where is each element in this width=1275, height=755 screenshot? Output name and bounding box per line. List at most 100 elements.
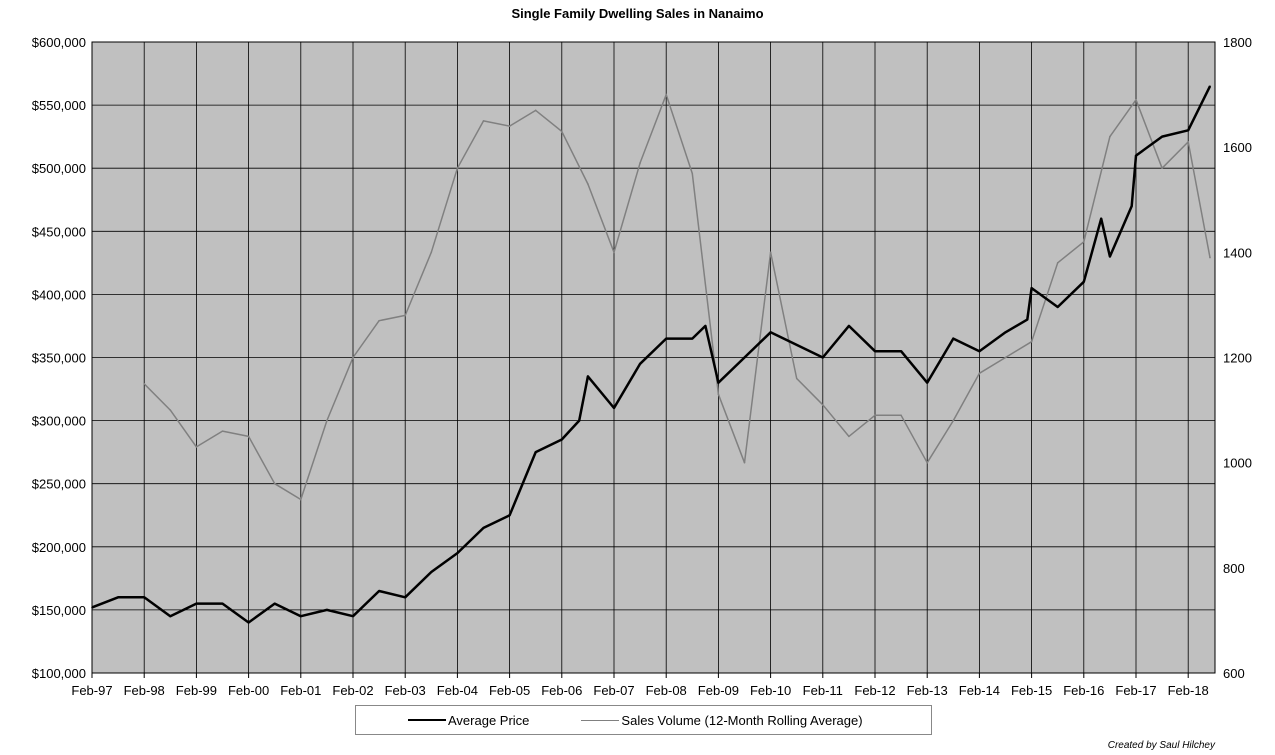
volume-point <box>613 251 615 254</box>
volume-point <box>326 419 328 422</box>
price-point <box>769 331 772 334</box>
volume-point <box>717 393 720 396</box>
legend-label-volume: Sales Volume (12-Month Rolling Average) <box>621 712 863 728</box>
x-tick-label: Feb-14 <box>959 683 1000 698</box>
volume-point <box>691 172 694 175</box>
x-tick-label: Feb-05 <box>489 683 530 698</box>
y-left-tick-label: $600,000 <box>32 35 86 50</box>
price-point <box>326 609 328 611</box>
x-tick-label: Feb-99 <box>176 683 217 698</box>
volume-point <box>952 419 955 422</box>
x-tick-label: Feb-00 <box>228 683 269 698</box>
volume-point <box>273 482 276 485</box>
price-point <box>508 514 511 517</box>
price-point <box>926 381 928 384</box>
volume-point <box>665 93 667 96</box>
price-point <box>1056 306 1059 308</box>
legend-item-volume: Sales Volume (12-Month Rolling Average) <box>581 712 863 728</box>
volume-point <box>769 251 772 254</box>
price-point <box>1187 129 1189 132</box>
x-tick-label: Feb-08 <box>646 683 687 698</box>
price-point <box>691 337 694 340</box>
x-tick-label: Feb-06 <box>541 683 582 698</box>
x-tick-label: Feb-18 <box>1168 683 1209 698</box>
price-point <box>300 615 302 618</box>
volume-point <box>1209 256 1211 259</box>
volume-point <box>587 183 589 185</box>
price-point <box>1026 318 1029 321</box>
y-right-tick-label: 1800 <box>1223 35 1252 50</box>
price-point <box>978 350 981 352</box>
y-left-tick-label: $500,000 <box>32 161 86 176</box>
price-point <box>352 615 354 618</box>
y-right-tick-label: 1000 <box>1223 456 1252 471</box>
volume-point <box>456 167 459 169</box>
price-point <box>91 606 93 609</box>
price-point <box>482 527 485 529</box>
y-left-tick-label: $450,000 <box>32 224 86 239</box>
x-tick-label: Feb-12 <box>854 683 895 698</box>
price-point <box>613 407 615 409</box>
volume-point <box>639 162 641 164</box>
volume-point <box>561 130 563 133</box>
y-right-tick-label: 800 <box>1223 561 1245 576</box>
volume-point <box>1187 141 1189 143</box>
volume-point <box>247 435 250 438</box>
x-tick-label: Feb-03 <box>385 683 426 698</box>
volume-point <box>978 372 981 375</box>
y-left-tick-label: $350,000 <box>32 351 86 366</box>
volume-point <box>1083 241 1085 243</box>
x-tick-label: Feb-11 <box>803 683 843 698</box>
price-point <box>534 451 537 453</box>
price-point <box>795 344 798 346</box>
price-point <box>1209 85 1211 87</box>
price-point <box>1109 255 1111 258</box>
volume-point <box>482 120 485 122</box>
x-tick-label: Feb-02 <box>332 683 373 698</box>
volume-point <box>743 461 746 464</box>
price-point <box>273 602 276 605</box>
x-tick-label: Feb-98 <box>124 683 165 698</box>
volume-point <box>195 446 198 448</box>
y-left-tick-label: $250,000 <box>32 477 86 492</box>
price-point <box>848 325 850 327</box>
x-tick-label: Feb-13 <box>907 683 948 698</box>
y-left-tick-label: $300,000 <box>32 414 86 429</box>
price-point <box>1004 331 1007 334</box>
price-point <box>195 602 198 605</box>
volume-point <box>1135 99 1137 101</box>
volume-point <box>404 314 407 317</box>
volume-line <box>143 93 1211 501</box>
volume-point <box>1161 167 1163 169</box>
price-point <box>1030 287 1033 289</box>
credit-text: Created by Saul Hilchey <box>1107 740 1215 751</box>
price-point <box>952 337 955 340</box>
volume-point <box>848 435 850 438</box>
price-point <box>1100 217 1102 220</box>
price-point <box>900 350 902 352</box>
price-point <box>704 325 707 327</box>
legend-label-price: Average Price <box>448 712 530 728</box>
price-point <box>430 571 433 573</box>
volume-point <box>795 377 798 380</box>
x-tick-label: Feb-97 <box>71 683 112 698</box>
volume-point <box>900 414 902 417</box>
volume-point <box>143 382 145 385</box>
price-point <box>404 596 407 599</box>
volume-point <box>534 109 537 112</box>
price-point <box>561 438 563 441</box>
volume-point <box>1030 340 1033 343</box>
volume-point <box>169 409 172 411</box>
x-tick-label: Feb-17 <box>1115 683 1156 698</box>
y-left-tick-label: $150,000 <box>32 603 86 618</box>
price-point <box>1161 135 1163 138</box>
y-right-tick-label: 1200 <box>1223 351 1252 366</box>
volume-point <box>822 404 824 406</box>
x-tick-label: Feb-10 <box>750 683 791 698</box>
y-left-tick-label: $200,000 <box>32 540 86 555</box>
price-point <box>378 590 380 592</box>
price-point <box>665 337 667 340</box>
y-right-tick-label: 600 <box>1223 666 1245 681</box>
volume-point <box>508 125 511 127</box>
